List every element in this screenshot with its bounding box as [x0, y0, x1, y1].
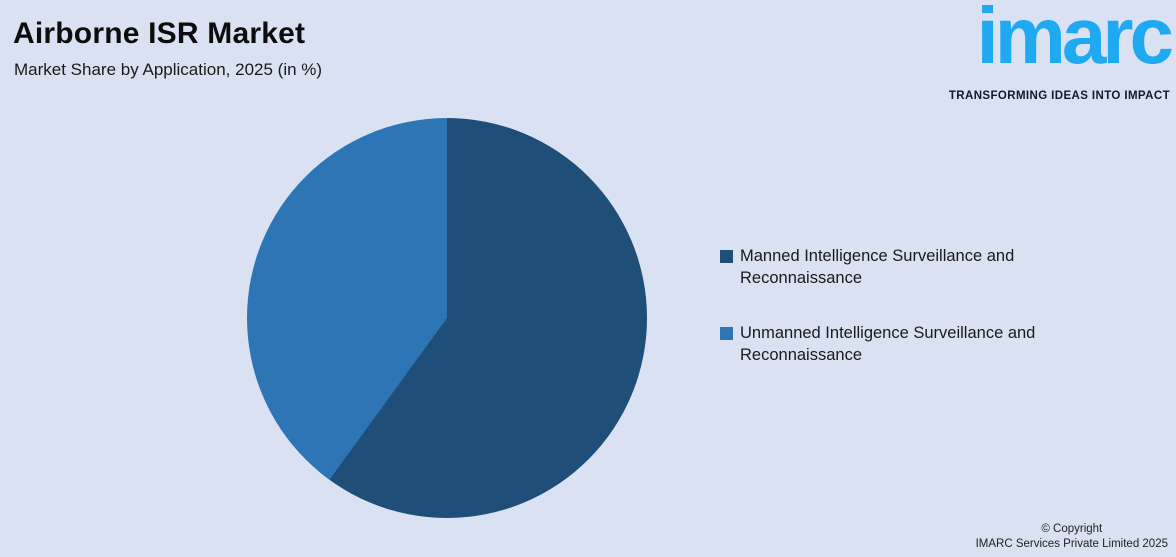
legend-item-unmanned: Unmanned Intelligence Surveillance and R… [720, 323, 1060, 366]
imarc-logo-tagline: TRANSFORMING IDEAS INTO IMPACT [948, 90, 1170, 102]
legend-label-manned: Manned Intelligence Surveillance and Rec… [740, 247, 1015, 287]
legend-item-manned: Manned Intelligence Surveillance and Rec… [720, 246, 1060, 289]
imarc-logo-wordmark: imarc [976, 0, 1174, 80]
page-title: Airborne ISR Market [13, 17, 306, 50]
chart-subtitle: Market Share by Application, 2025 (in %) [14, 60, 323, 79]
legend-label-unmanned: Unmanned Intelligence Surveillance and R… [740, 324, 1036, 364]
pie-chart [247, 118, 647, 518]
copyright-line1: © Copyright [1041, 523, 1103, 535]
legend-marker-unmanned [720, 327, 733, 340]
copyright-line2: IMARC Services Private Limited 2025 [975, 537, 1168, 550]
imarc-logo: imarc TRANSFORMING IDEAS INTO IMPACT [930, 0, 1174, 110]
copyright-notice: © Copyright IMARC Services Private Limit… [976, 522, 1168, 551]
legend: Manned Intelligence Surveillance and Rec… [720, 246, 1060, 400]
legend-marker-manned [720, 250, 733, 263]
